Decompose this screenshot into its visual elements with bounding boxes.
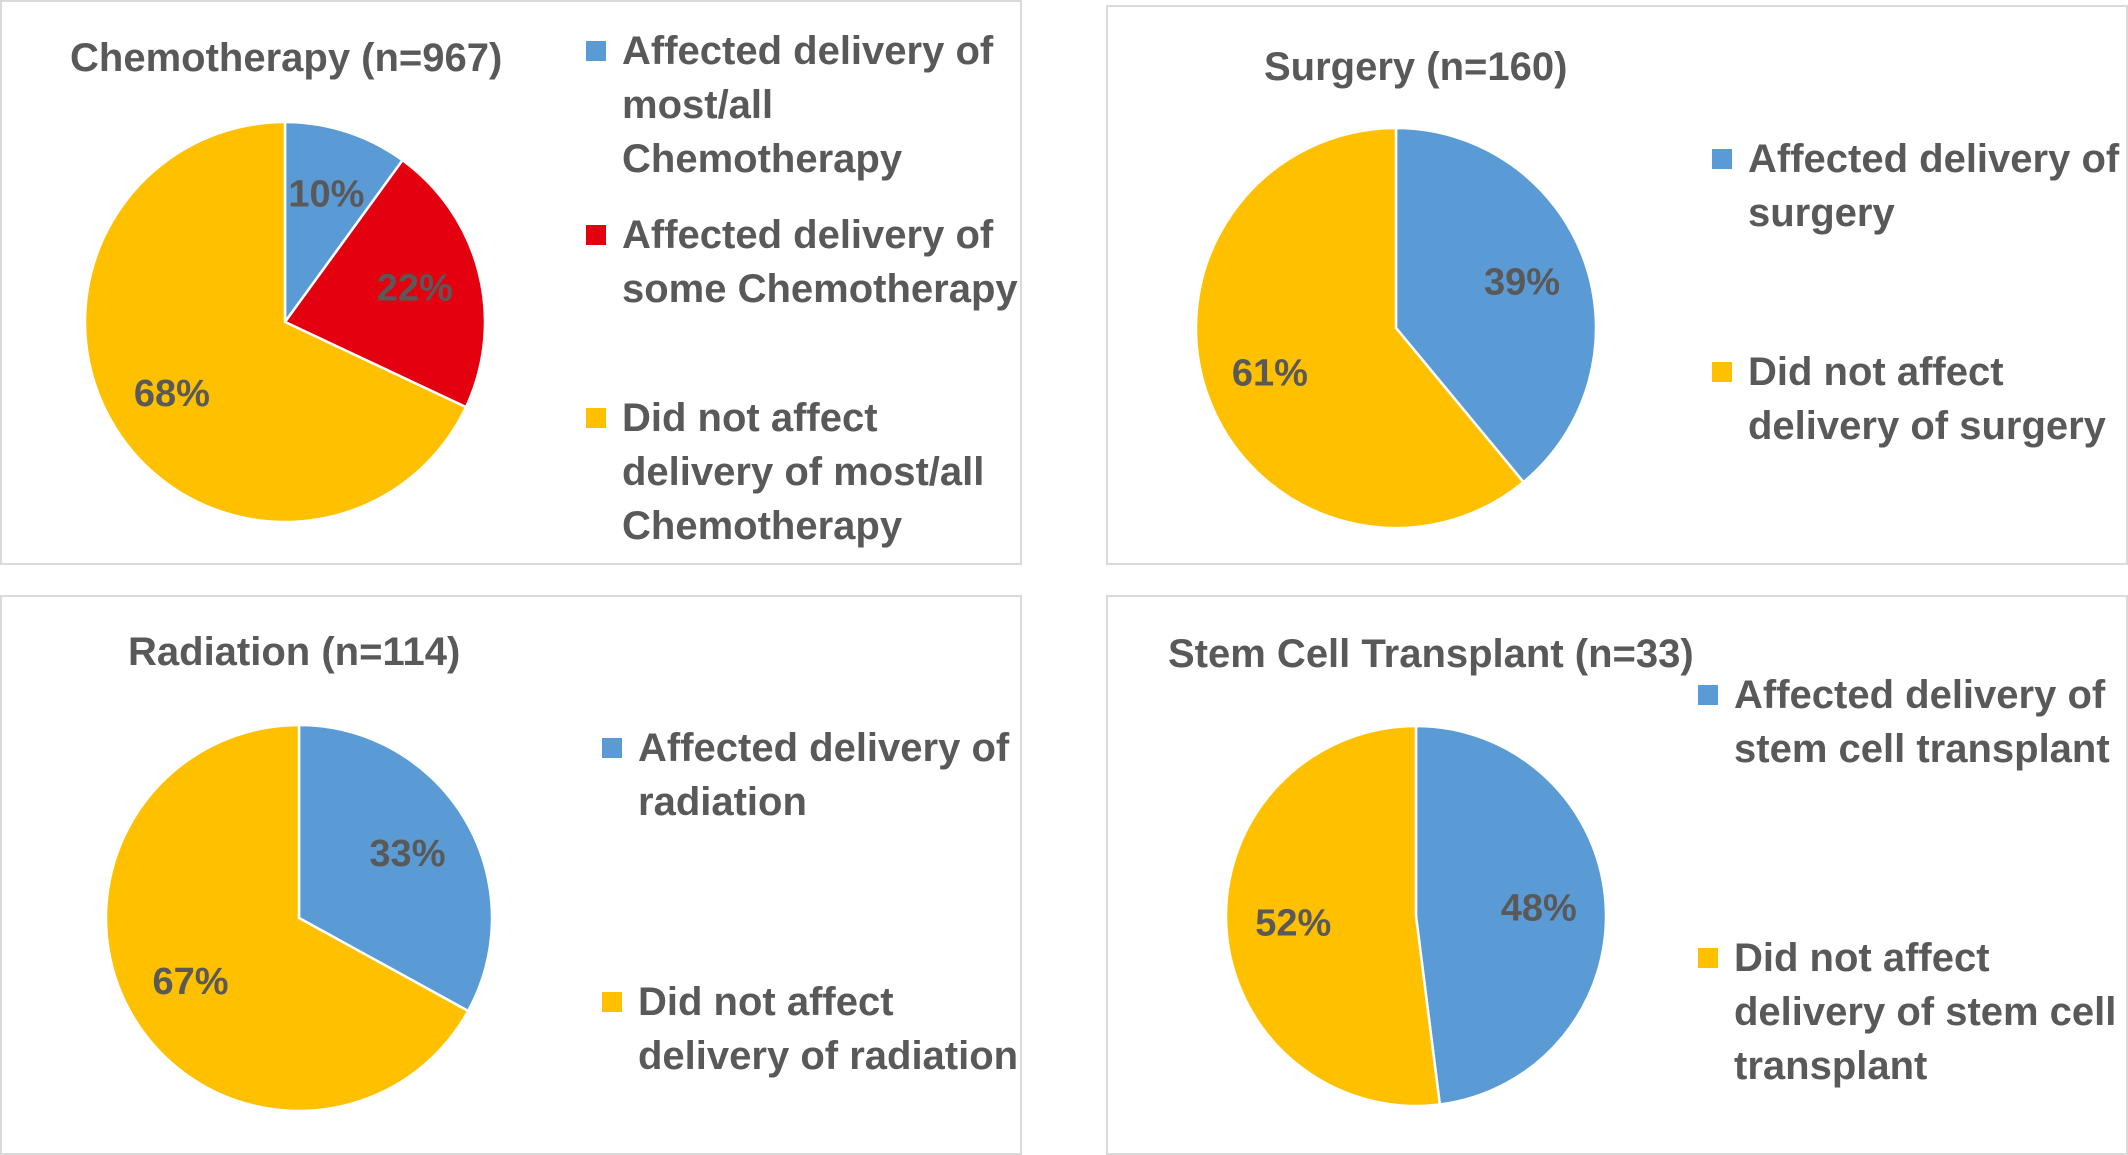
- chart-title: Chemotherapy (n=967): [70, 36, 503, 80]
- legend-entry: Affected delivery of radiation: [602, 721, 1009, 829]
- legend-swatch: [602, 992, 622, 1012]
- legend-entry: Did not affect delivery of surgery: [1712, 345, 2106, 453]
- legend-entry: Affected delivery of most/all Chemothera…: [586, 24, 993, 186]
- legend-label: Affected delivery of surgery: [1748, 137, 2120, 235]
- pie-chart: 48% 52%: [1224, 724, 1608, 1108]
- legend-entry: Affected delivery of surgery: [1712, 132, 2119, 240]
- pie-data-label: 10%: [288, 174, 364, 216]
- legend-entry: Did not affect delivery of most/all Chem…: [586, 391, 984, 553]
- pie-slice: [297, 723, 494, 1013]
- legend-swatch: [586, 41, 606, 61]
- legend-swatch: [602, 738, 622, 758]
- pie-slice: [83, 122, 468, 524]
- legend-entry: Did not affect delivery of stem cell tra…: [1698, 931, 2116, 1093]
- legend-label: Did not affect delivery of surgery: [1748, 350, 2106, 448]
- pie-data-label: 22%: [377, 268, 453, 310]
- chart-panel-chemotherapy: Chemotherapy (n=967) 10% 22% 68% Affected …: [0, 0, 1022, 565]
- legend-swatch: [586, 225, 606, 245]
- chart-title: Radiation (n=114): [128, 630, 461, 674]
- legend-swatch: [1712, 149, 1732, 169]
- legend-label: Did not affect delivery of most/all Chem…: [622, 396, 985, 548]
- pie-data-label: 39%: [1484, 262, 1560, 304]
- legend-entry: Affected delivery of some Chemotherapy: [586, 208, 1018, 316]
- legend-entry: Did not affect delivery of radiation: [602, 975, 1018, 1083]
- pie-slice: [1394, 126, 1598, 484]
- legend-label: Affected delivery of stem cell transplan…: [1734, 673, 2110, 771]
- legend-swatch: [1698, 948, 1718, 968]
- chart-panel-stem-cell-transplant: Stem Cell Transplant (n=33) 48% 52% Affec…: [1106, 595, 2128, 1155]
- chart-panel-surgery: Surgery (n=160) 39% 61% Affected delivery…: [1106, 5, 2128, 565]
- legend-swatch: [586, 408, 606, 428]
- pie-slice: [1224, 724, 1442, 1108]
- pie-chart: 10% 22% 68%: [83, 122, 487, 524]
- pie-data-label: 52%: [1255, 903, 1331, 945]
- legend-label: Did not affect delivery of radiation: [638, 980, 1019, 1078]
- pie-slice: [1414, 724, 1608, 1106]
- pie-slice: [104, 723, 470, 1113]
- pie-data-label: 68%: [134, 373, 210, 415]
- pie-slice: [283, 122, 405, 326]
- pie-slice: [1194, 126, 1526, 530]
- chart-title: Surgery (n=160): [1264, 45, 1568, 89]
- legend-swatch: [1712, 362, 1732, 382]
- legend-swatch: [1698, 685, 1718, 705]
- chart-panel-radiation: Radiation (n=114) 33% 67% Affected delive…: [0, 595, 1022, 1155]
- pie-data-label: 61%: [1232, 352, 1308, 394]
- pie-data-label: 67%: [153, 961, 229, 1003]
- legend-label: Affected delivery of radiation: [638, 726, 1010, 824]
- pie-data-label: 33%: [369, 833, 445, 875]
- pie-data-label: 48%: [1501, 887, 1577, 929]
- pie-chart: 39% 61%: [1194, 126, 1598, 530]
- chart-title: Stem Cell Transplant (n=33): [1168, 632, 1694, 676]
- pie-chart: 33% 67%: [104, 723, 494, 1113]
- legend-label: Affected delivery of most/all Chemothera…: [622, 29, 994, 181]
- legend-label: Affected delivery of some Chemotherapy: [622, 213, 1018, 311]
- legend-label: Did not affect delivery of stem cell tra…: [1734, 936, 2117, 1088]
- legend-entry: Affected delivery of stem cell transplan…: [1698, 668, 2110, 776]
